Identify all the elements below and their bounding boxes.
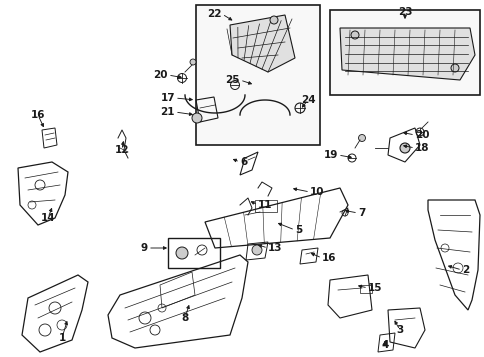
Bar bbox=[167, 238, 220, 268]
Circle shape bbox=[358, 135, 365, 141]
Text: 23: 23 bbox=[397, 7, 411, 17]
Text: 19: 19 bbox=[323, 150, 337, 160]
Text: 11: 11 bbox=[257, 200, 272, 210]
Text: 24: 24 bbox=[300, 95, 315, 105]
Circle shape bbox=[190, 59, 196, 65]
Text: 4: 4 bbox=[380, 340, 388, 350]
Text: 18: 18 bbox=[414, 143, 429, 153]
Text: 5: 5 bbox=[294, 225, 302, 235]
Circle shape bbox=[176, 247, 188, 259]
Text: 10: 10 bbox=[309, 187, 324, 197]
Polygon shape bbox=[339, 28, 474, 80]
Polygon shape bbox=[229, 15, 294, 72]
Text: 21: 21 bbox=[160, 107, 175, 117]
Text: 20: 20 bbox=[153, 70, 167, 80]
Circle shape bbox=[192, 113, 201, 123]
Circle shape bbox=[350, 31, 358, 39]
Text: 16: 16 bbox=[30, 110, 45, 120]
Circle shape bbox=[399, 143, 409, 153]
Bar bbox=[329, 10, 479, 95]
Bar bbox=[255, 200, 276, 212]
Text: 15: 15 bbox=[367, 283, 382, 293]
Bar bbox=[359, 285, 371, 293]
Circle shape bbox=[270, 16, 277, 24]
Text: 9: 9 bbox=[140, 243, 148, 253]
Text: 13: 13 bbox=[268, 243, 282, 253]
Text: 8: 8 bbox=[181, 313, 188, 323]
Text: 7: 7 bbox=[357, 208, 364, 218]
Text: 14: 14 bbox=[41, 213, 55, 223]
Text: 12: 12 bbox=[115, 145, 129, 155]
Text: 20: 20 bbox=[414, 130, 429, 140]
Text: 25: 25 bbox=[225, 75, 240, 85]
Text: 22: 22 bbox=[207, 9, 222, 19]
Text: 6: 6 bbox=[240, 157, 247, 167]
Text: 16: 16 bbox=[321, 253, 336, 263]
Text: 3: 3 bbox=[395, 325, 403, 335]
Text: 1: 1 bbox=[58, 333, 65, 343]
Circle shape bbox=[252, 245, 261, 255]
Text: 17: 17 bbox=[160, 93, 175, 103]
Circle shape bbox=[450, 64, 458, 72]
Bar bbox=[196, 5, 319, 145]
Text: 2: 2 bbox=[461, 265, 469, 275]
